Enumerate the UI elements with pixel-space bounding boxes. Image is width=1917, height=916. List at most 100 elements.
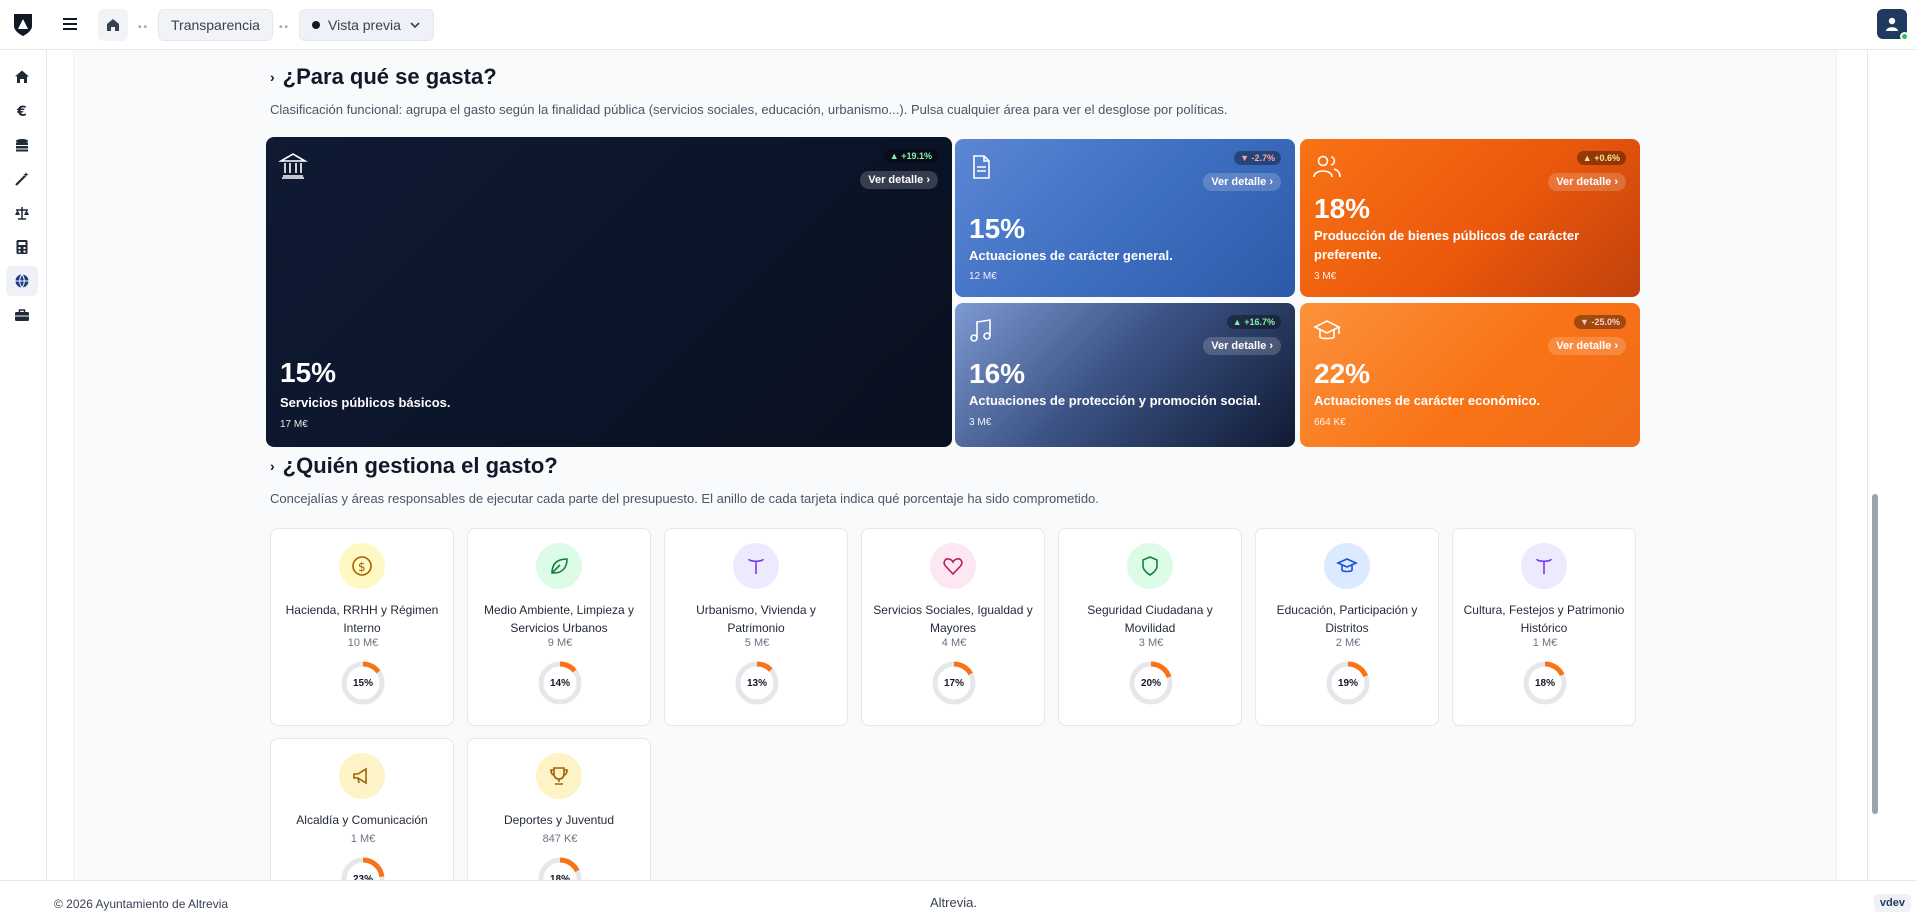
area-card[interactable]: Servicios Sociales, Igualdad y Mayores 4…	[861, 528, 1045, 726]
breadcrumb-home[interactable]	[98, 9, 128, 41]
function-tile-caracter-economico[interactable]: ▼ -25.0% Ver detalle › 22% Actuaciones d…	[1300, 303, 1640, 447]
area-name: Servicios Sociales, Igualdad y Mayores	[873, 603, 1033, 635]
sidebar: €	[0, 50, 44, 880]
users-icon	[1313, 155, 1341, 178]
type-icon	[733, 543, 779, 589]
version-badge: vdev	[1873, 894, 1911, 912]
chevron-right-icon: ›	[270, 458, 275, 474]
user-avatar[interactable]	[1877, 9, 1909, 41]
function-tile-bienes-preferentes[interactable]: ▲ +0.6% Ver detalle › 18% Producción de …	[1300, 139, 1640, 297]
function-tile-proteccion-social[interactable]: ▲ +16.7% Ver detalle › 16% Actuaciones d…	[955, 303, 1295, 447]
svg-text:€: €	[16, 104, 27, 119]
ring-progress	[341, 661, 385, 705]
music-icon	[970, 319, 991, 342]
organic-title-text: ¿Quién gestiona el gasto?	[282, 453, 558, 478]
chevron-down-icon	[410, 22, 420, 29]
graduation-cap-icon	[1313, 320, 1341, 340]
user-icon	[1886, 17, 1898, 31]
detail-button[interactable]: Ver detalle ›	[1548, 337, 1626, 355]
area-card[interactable]: Alcaldía y Comunicación 1 M€ 23%	[270, 738, 454, 880]
tile-label: Producción de bienes públicos de carácte…	[1314, 228, 1580, 262]
globe-icon	[15, 274, 29, 288]
area-card[interactable]: Cultura, Festejos y Patrimonio Histórico…	[1452, 528, 1636, 726]
area-card[interactable]: Urbanismo, Vivienda y Patrimonio 5 M€ 13…	[664, 528, 848, 726]
commitment-ring	[341, 857, 385, 880]
ring-percent: 17%	[943, 677, 964, 689]
ring-progress	[1523, 661, 1567, 705]
home-icon	[15, 70, 29, 83]
area-card[interactable]: Seguridad Ciudadana y Movilidad 3 M€ 20%	[1058, 528, 1242, 726]
sidebar-item-calculator[interactable]	[6, 232, 38, 262]
sidebar-item-home[interactable]	[6, 62, 38, 92]
tile-percent: 22%	[1314, 358, 1371, 389]
commitment-ring	[538, 661, 582, 705]
sidebar-item-globe[interactable]	[6, 266, 38, 296]
sidebar-item-coins[interactable]	[6, 130, 38, 160]
scrollbar-thumb[interactable]	[1872, 494, 1878, 814]
preview-dropdown[interactable]: Vista previa	[299, 9, 434, 41]
tile-amount: 3 M€	[1314, 271, 1337, 282]
city-shield-logo[interactable]	[12, 12, 34, 38]
functional-title-text: ¿Para qué se gasta?	[282, 64, 497, 89]
document-icon	[973, 155, 990, 179]
content-panel: › ¿Para qué se gasta? Clasificación func…	[73, 50, 1837, 880]
breadcrumb-separator: ••	[279, 22, 291, 33]
change-badge: ▼ -2.7%	[1234, 151, 1281, 165]
ring-percent: 18%	[1534, 677, 1555, 689]
trophy-icon	[536, 753, 582, 799]
sidebar-item-wand[interactable]	[6, 164, 38, 194]
online-indicator	[1900, 32, 1909, 41]
area-card[interactable]: $ Hacienda, RRHH y Régimen Interno 10 M€…	[270, 528, 454, 726]
functional-subtitle: Clasificación funcional: agrupa el gasto…	[270, 102, 1228, 117]
sidebar-item-euro[interactable]: €	[6, 96, 38, 126]
area-name: Medio Ambiente, Limpieza y Servicios Urb…	[483, 603, 635, 635]
functional-section-title: › ¿Para qué se gasta?	[270, 64, 497, 90]
menu-icon[interactable]	[60, 14, 80, 34]
area-name: Alcaldía y Comunicación	[296, 813, 428, 827]
leaf-icon	[536, 543, 582, 589]
area-card[interactable]: Medio Ambiente, Limpieza y Servicios Urb…	[467, 528, 651, 726]
tile-percent: 16%	[969, 358, 1026, 389]
area-card[interactable]: Educación, Participación y Distritos 2 M…	[1255, 528, 1439, 726]
ring-progress	[538, 661, 582, 705]
area-amount: 2 M€	[1335, 637, 1361, 649]
area-amount: 1 M€	[350, 833, 376, 845]
heart-icon	[930, 543, 976, 589]
megaphone-icon	[339, 753, 385, 799]
ring-percent: 20%	[1140, 677, 1161, 689]
function-tile-servicios-basicos[interactable]: ▲ +19.1% Ver detalle › 15% Servicios púb…	[266, 137, 952, 447]
organic-subtitle: Concejalías y áreas responsables de ejec…	[270, 491, 1099, 506]
sidebar-item-briefcase[interactable]	[6, 300, 38, 330]
area-name: Seguridad Ciudadana y Movilidad	[1087, 603, 1213, 635]
sidebar-item-scale[interactable]	[6, 198, 38, 228]
detail-button[interactable]: Ver detalle ›	[1203, 337, 1281, 355]
scrollbar[interactable]	[1871, 54, 1879, 880]
function-tile-actuaciones-generales[interactable]: ▼ -2.7% Ver detalle › 15% Actuaciones de…	[955, 139, 1295, 297]
ring-progress	[1326, 661, 1370, 705]
area-name: Urbanismo, Vivienda y Patrimonio	[696, 603, 816, 635]
bank-icon	[278, 153, 308, 179]
shield-icon	[1127, 543, 1173, 589]
detail-button[interactable]: Ver detalle ›	[1203, 173, 1281, 191]
copyright: © 2026 Ayuntamiento de Altrevia	[54, 897, 229, 911]
commitment-ring	[1326, 661, 1370, 705]
ring-progress	[932, 661, 976, 705]
briefcase-icon	[15, 309, 29, 321]
area-card[interactable]: Deportes y Juventud 847 K€ 18%	[467, 738, 651, 880]
graduation-cap-icon	[1324, 543, 1370, 589]
area-name: Cultura, Festejos y Patrimonio Histórico	[1463, 603, 1625, 635]
ring-percent: 19%	[1337, 677, 1358, 689]
type-icon	[1521, 543, 1567, 589]
breadcrumb-transparencia[interactable]: Transparencia	[158, 9, 273, 41]
ring-progress	[1129, 661, 1173, 705]
detail-button[interactable]: Ver detalle ›	[1548, 173, 1626, 191]
area-amount: 9 M€	[547, 637, 573, 649]
detail-button[interactable]: Ver detalle ›	[860, 171, 938, 189]
status-dot	[312, 21, 320, 29]
tile-percent: 15%	[280, 357, 337, 388]
tile-label: Actuaciones de carácter general.	[969, 248, 1173, 263]
ring-percent: 14%	[549, 677, 570, 689]
scale-icon	[15, 207, 29, 220]
ring-percent: 15%	[352, 677, 373, 689]
change-badge: ▲ +0.6%	[1576, 151, 1626, 165]
